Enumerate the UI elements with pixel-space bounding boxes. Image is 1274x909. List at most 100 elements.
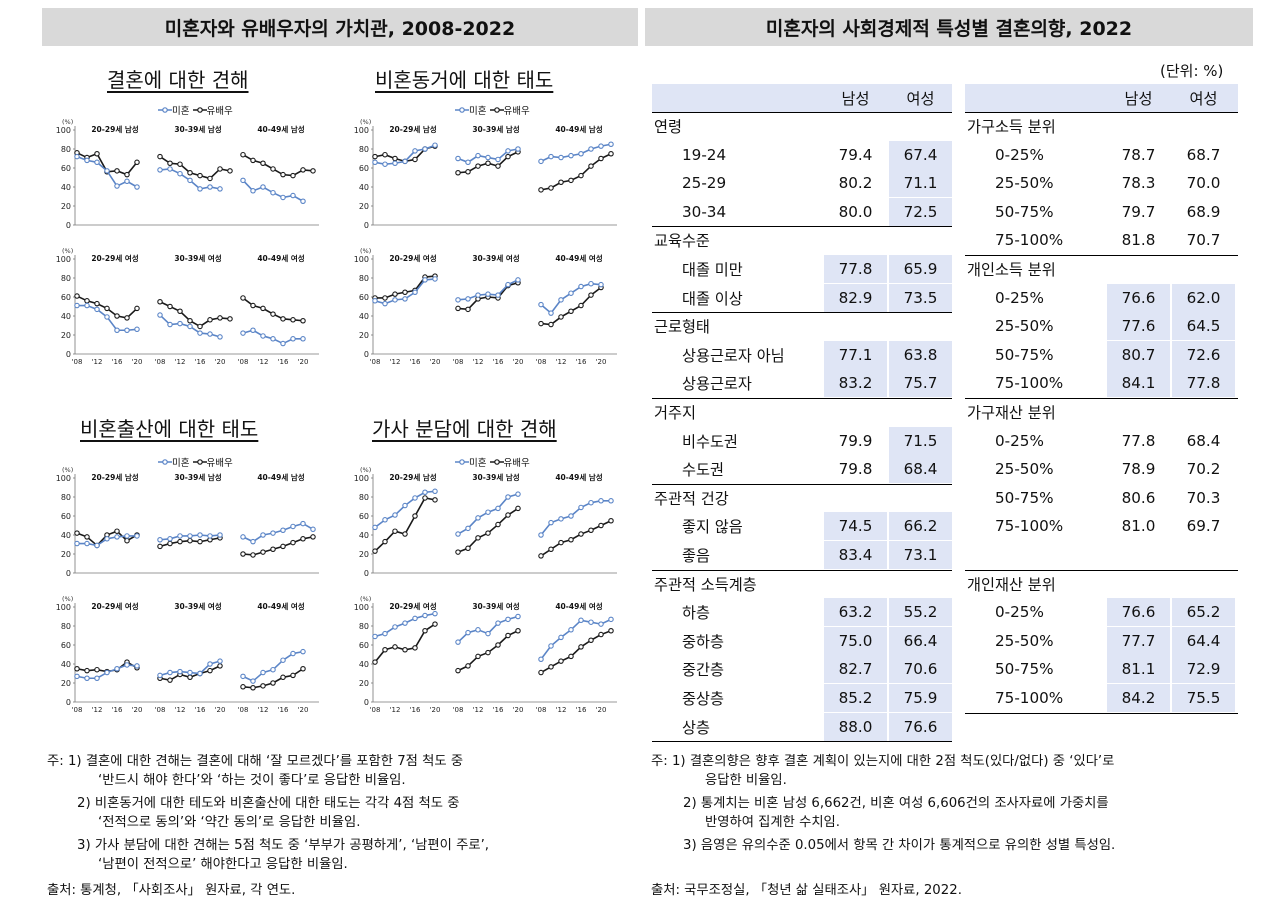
point-unmarried bbox=[558, 516, 564, 522]
row-label: 75-100% bbox=[995, 689, 1064, 707]
x-tick-label: '12 bbox=[473, 706, 484, 714]
category-label: 가구재산 분위 bbox=[967, 404, 1056, 422]
point-unmarried bbox=[74, 153, 80, 160]
x-tick-label: '16 bbox=[493, 358, 504, 366]
point-unmarried bbox=[578, 504, 584, 511]
value-cell-female: 63.8 bbox=[889, 340, 952, 369]
row-label: 대졸 이상 bbox=[682, 289, 743, 308]
y-tick-label: 100 bbox=[56, 126, 71, 135]
x-tick-label: '20 bbox=[430, 706, 441, 714]
point-married bbox=[207, 667, 213, 674]
line-chart-1-female: (%) 0 20 40 60 80 100 20-29세 여성 '08 '12 '16 '20 30-3… bbox=[56, 247, 319, 366]
value-cell-female: 68.4 bbox=[889, 455, 952, 484]
row-label: 중하층 bbox=[682, 632, 724, 651]
value-cell-male: 78.9 bbox=[1121, 460, 1156, 479]
point-unmarried bbox=[260, 669, 266, 676]
point-unmarried bbox=[207, 184, 213, 190]
y-tick-label: 20 bbox=[61, 550, 71, 559]
point-unmarried bbox=[495, 292, 501, 298]
y-tick-label: 80 bbox=[61, 274, 71, 283]
x-tick-label: '20 bbox=[513, 358, 524, 366]
point-unmarried bbox=[392, 160, 398, 166]
point-married bbox=[124, 171, 130, 178]
point-unmarried bbox=[260, 333, 266, 339]
point-married bbox=[280, 543, 286, 550]
x-tick-label: '20 bbox=[132, 706, 143, 714]
point-unmarried bbox=[197, 330, 203, 336]
point-married bbox=[94, 666, 100, 673]
point-married bbox=[240, 295, 246, 301]
point-unmarried bbox=[392, 624, 398, 630]
y-tick-label: 100 bbox=[354, 603, 369, 612]
point-married bbox=[94, 300, 100, 307]
group-label: 30-39세 남성 bbox=[174, 472, 221, 482]
point-unmarried bbox=[167, 536, 173, 542]
point-married bbox=[250, 302, 256, 309]
category-label bbox=[965, 541, 967, 569]
category-rule bbox=[652, 569, 952, 571]
point-married bbox=[402, 646, 408, 653]
series-line-unmarried bbox=[540, 499, 611, 536]
point-married bbox=[167, 540, 173, 547]
category-label: 개인재산 분위 bbox=[967, 575, 1056, 594]
point-unmarried bbox=[548, 153, 554, 160]
row-label: 수도권 bbox=[682, 461, 724, 480]
point-unmarried bbox=[412, 615, 418, 622]
x-tick-label: '12 bbox=[390, 706, 401, 714]
legend-married-label: 유배우 bbox=[503, 106, 530, 117]
point-married bbox=[104, 305, 110, 312]
x-tick-label: '08 bbox=[453, 706, 464, 714]
value-cell-female: 75.9 bbox=[889, 684, 952, 712]
point-unmarried bbox=[280, 527, 286, 534]
x-tick-label: '16 bbox=[195, 706, 206, 714]
point-unmarried bbox=[250, 188, 256, 194]
point-unmarried bbox=[94, 159, 100, 166]
value-cell-male: 77.1 bbox=[824, 340, 887, 369]
point-married bbox=[455, 169, 461, 176]
category-label: 연령 bbox=[654, 118, 682, 136]
point-married bbox=[372, 659, 378, 665]
y-tick-label: 80 bbox=[359, 274, 369, 283]
x-tick-label: '08 bbox=[72, 706, 83, 714]
category-rule bbox=[965, 255, 1238, 256]
right-note-2b: 반영하여 집계한 수치임. bbox=[705, 815, 841, 830]
row-label: 75-100% bbox=[995, 231, 1064, 250]
x-tick-label: '08 bbox=[155, 706, 166, 714]
row-label: 30-34 bbox=[682, 202, 727, 221]
group-label: 20-29세 여성 bbox=[389, 253, 436, 263]
value-cell-male: 84.1 bbox=[1107, 369, 1170, 398]
point-unmarried bbox=[432, 276, 438, 282]
group-label: 40-49세 남성 bbox=[555, 472, 602, 482]
value-cell-male: 80.7 bbox=[1107, 340, 1170, 369]
point-unmarried bbox=[465, 525, 471, 532]
point-married bbox=[412, 156, 418, 163]
legend-unmarried-label: 미혼 bbox=[469, 458, 487, 469]
left-note-2b: ‘전적으로 동의’와 ‘약간 동의’로 응답한 비율임. bbox=[98, 815, 361, 830]
y-tick-label: 0 bbox=[364, 350, 369, 359]
group-label: 40-49세 남성 bbox=[257, 472, 304, 482]
point-unmarried bbox=[290, 336, 296, 342]
point-married bbox=[207, 175, 213, 182]
x-tick-label: '08 bbox=[370, 706, 381, 714]
point-married bbox=[290, 672, 296, 679]
value-cell-female: 72.9 bbox=[1172, 655, 1235, 684]
value-cell-male: 81.0 bbox=[1121, 517, 1156, 536]
point-unmarried bbox=[134, 184, 140, 190]
y-tick-label: 0 bbox=[66, 350, 71, 359]
point-married bbox=[538, 553, 544, 559]
col-header-male: 남성 bbox=[1124, 90, 1153, 108]
point-married bbox=[548, 321, 554, 328]
point-married bbox=[548, 185, 554, 191]
point-married bbox=[250, 552, 256, 558]
legend-unmarried-swatch bbox=[158, 107, 172, 113]
point-unmarried bbox=[505, 494, 511, 500]
category-label: 가구소득 분위 bbox=[967, 118, 1056, 136]
row-label: 25-50% bbox=[995, 460, 1054, 479]
y-tick-label: 0 bbox=[364, 569, 369, 578]
category-label: 교육수준 bbox=[654, 232, 710, 251]
y-tick-label: 20 bbox=[61, 331, 71, 340]
y-tick-label: 40 bbox=[359, 183, 369, 192]
point-unmarried bbox=[505, 148, 511, 154]
y-tick-label: 60 bbox=[359, 293, 369, 302]
value-cell-female: 64.4 bbox=[1172, 626, 1235, 655]
